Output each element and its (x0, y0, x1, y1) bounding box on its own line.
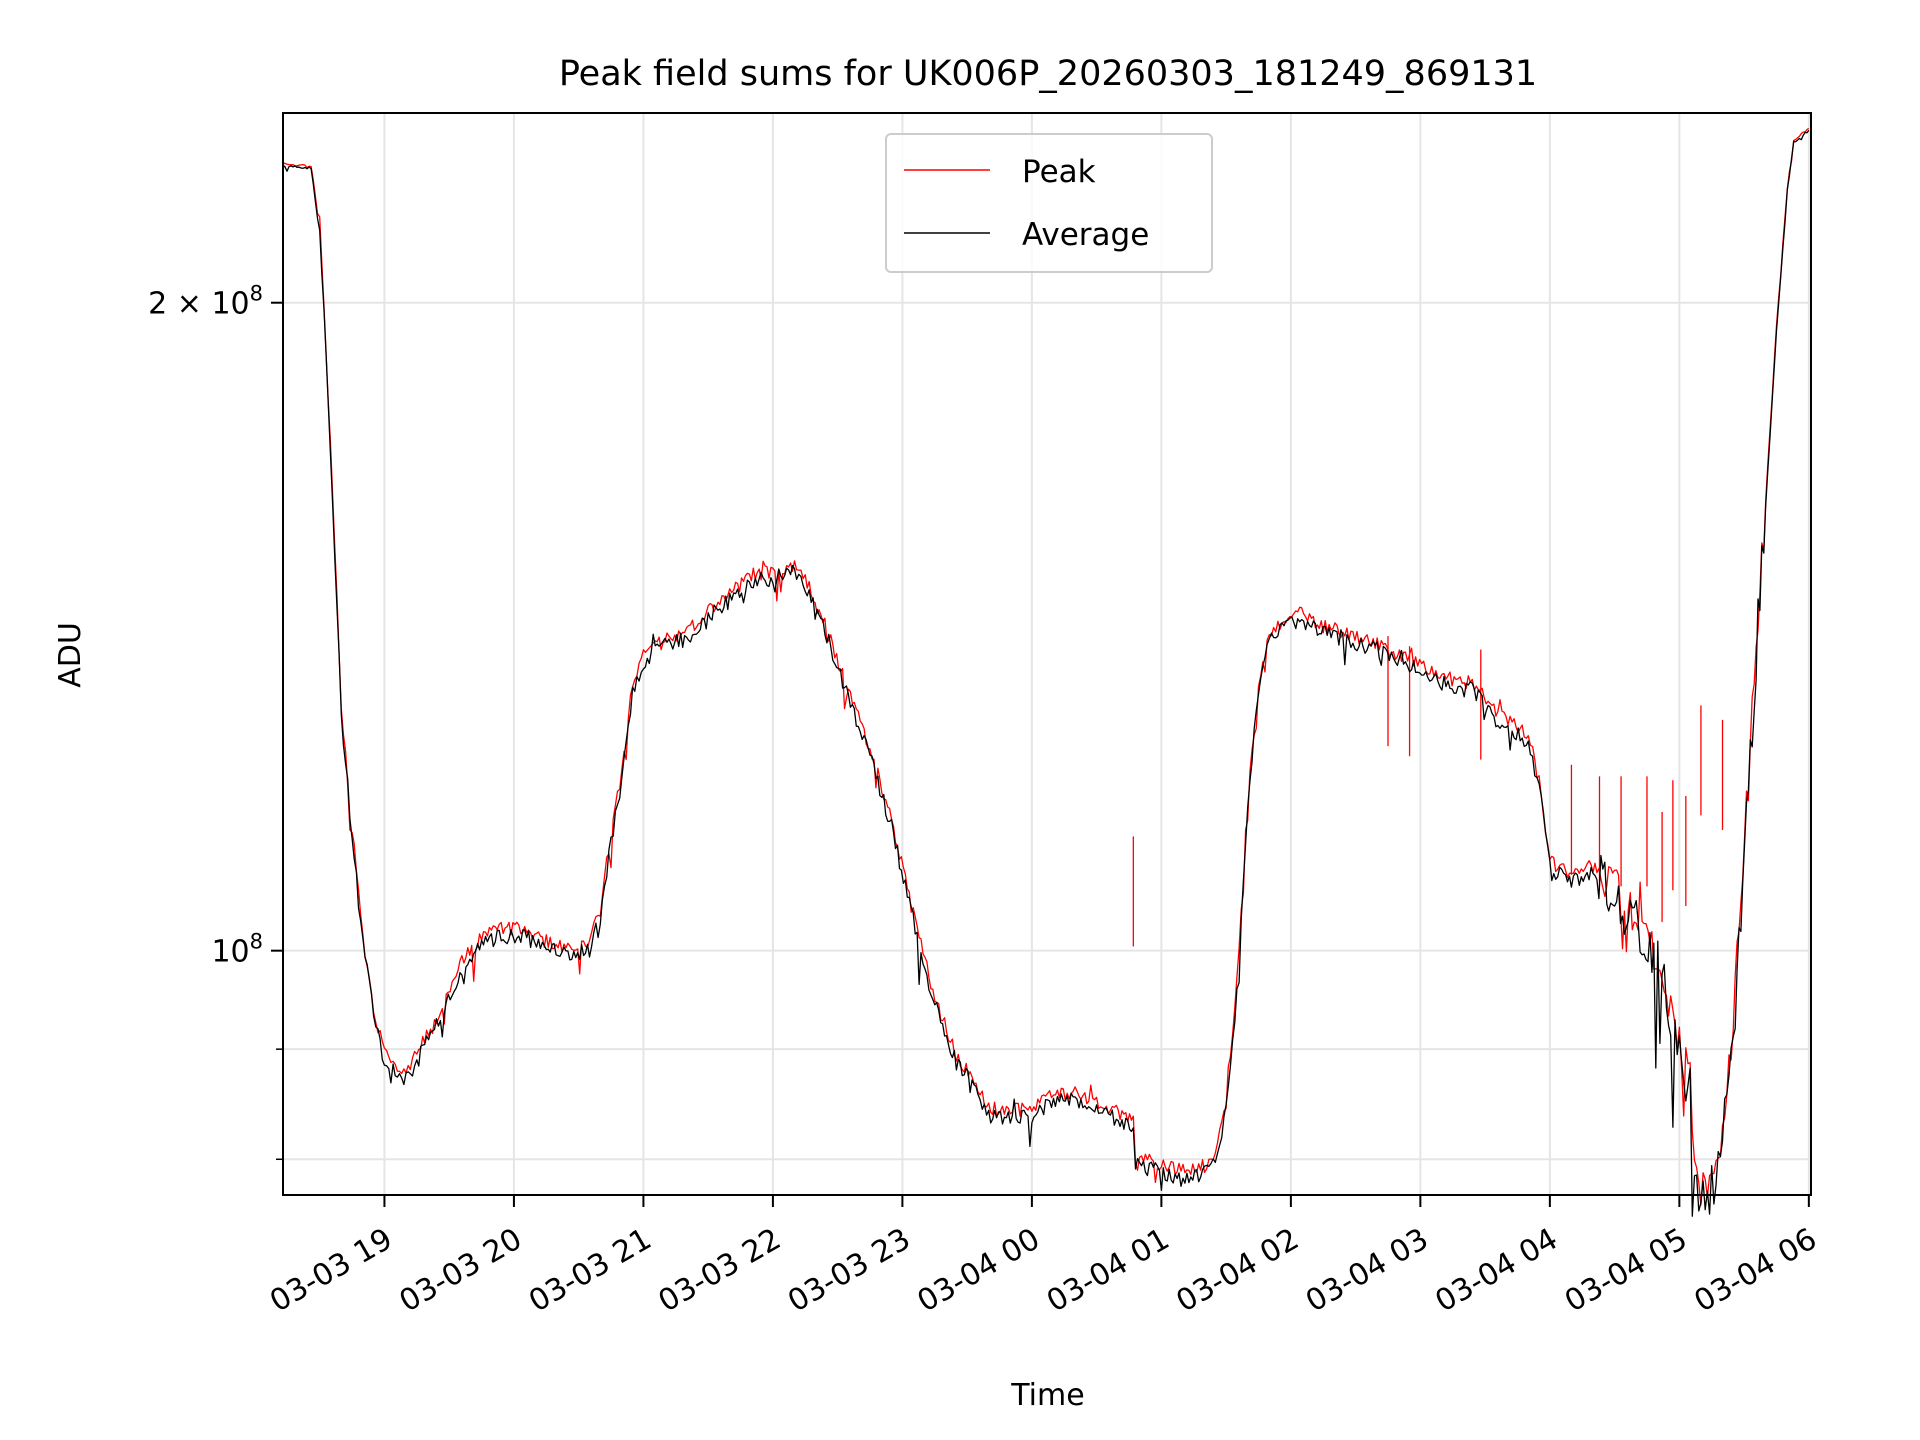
y-tick-label: 2 × 108 (148, 282, 263, 322)
y-tick-label: 108 (211, 930, 263, 970)
legend: Peak Average (885, 133, 1213, 273)
series-line-average (282, 129, 1810, 1217)
series-layer (282, 127, 1810, 1217)
gridlines (283, 113, 1811, 1195)
y-axis: 108 2 × 108 (148, 282, 283, 1161)
plot-frame (282, 112, 1812, 1196)
x-axis-label: Time (1010, 1378, 1084, 1413)
legend-label-average: Average (1022, 217, 1149, 253)
chart-title: Peak field sums for UK006P_20260303_1812… (559, 54, 1537, 94)
legend-box (885, 133, 1213, 273)
series-average (282, 129, 1810, 1217)
series-peak (282, 127, 1810, 1206)
y-axis-label: ADU (53, 622, 88, 688)
legend-label-peak: Peak (1022, 154, 1096, 190)
series-line-peak (282, 127, 1810, 1206)
